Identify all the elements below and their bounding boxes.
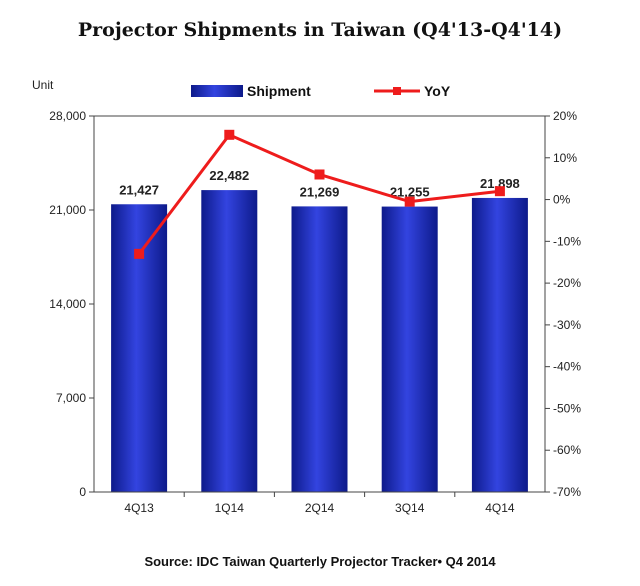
yoy-point xyxy=(224,129,235,140)
y-left-axis-label: Unit xyxy=(32,78,54,92)
bar-data-label: 21,427 xyxy=(119,182,159,197)
y-right-tick-label: 10% xyxy=(553,151,577,165)
y-left-tick-label: 14,000 xyxy=(49,297,86,311)
legend-marker-yoy xyxy=(393,87,401,95)
bar-shipment xyxy=(111,204,168,493)
bar-data-label: 21,269 xyxy=(300,184,340,199)
y-right-tick-label: 0% xyxy=(553,193,571,207)
bar-series-shipment: 21,427 22,482 21,269 21,255 21,898 xyxy=(111,168,528,493)
legend: Shipment YoY xyxy=(191,83,451,99)
y-right-tick-label: -50% xyxy=(553,401,581,415)
plot-frame xyxy=(93,115,546,493)
yoy-point xyxy=(134,248,145,259)
x-axis: 4Q13 1Q14 2Q14 3Q14 4Q14 xyxy=(124,492,515,515)
x-tick-label: 3Q14 xyxy=(395,501,425,515)
legend-swatch-shipment xyxy=(191,85,243,97)
y-right-tick-label: -20% xyxy=(553,276,581,290)
yoy-point xyxy=(494,186,505,197)
yoy-point xyxy=(404,196,415,207)
bar-data-label: 22,482 xyxy=(209,168,249,183)
y-left-axis: 0 7,000 14,000 21,000 28,000 xyxy=(49,109,94,499)
bar-data-label: 21,898 xyxy=(480,176,520,191)
x-tick-label: 1Q14 xyxy=(215,501,245,515)
y-left-tick-label: 7,000 xyxy=(56,391,86,405)
y-right-tick-label: -60% xyxy=(553,443,581,457)
bar-shipment xyxy=(471,197,528,492)
y-right-tick-label: -30% xyxy=(553,318,581,332)
y-right-axis: -70% -60% -50% -40% -30% -20% -10% 0% 10% 20% xyxy=(545,109,581,499)
chart-title: Projector Shipments in Taiwan (Q4'13-Q4'… xyxy=(78,19,562,41)
y-left-tick-label: 21,000 xyxy=(49,203,86,217)
y-right-tick-label: 20% xyxy=(553,109,577,123)
x-tick-label: 2Q14 xyxy=(305,501,335,515)
plot-area: 0 7,000 14,000 21,000 28,000 -70% -60% -50% -40… xyxy=(49,109,581,515)
y-right-tick-label: -10% xyxy=(553,234,581,248)
y-right-tick-label: -40% xyxy=(553,360,581,374)
y-left-tick-label: 0 xyxy=(79,485,86,499)
legend-label-yoy: YoY xyxy=(424,83,451,99)
bar-shipment xyxy=(201,190,258,492)
source-note: Source: IDC Taiwan Quarterly Projector T… xyxy=(144,554,496,569)
y-right-tick-label: -70% xyxy=(553,485,581,499)
bar-shipment xyxy=(381,206,438,492)
bar-data-label: 21,255 xyxy=(390,185,430,200)
bar-shipment xyxy=(291,206,348,493)
yoy-point xyxy=(314,169,325,180)
x-tick-label: 4Q13 xyxy=(124,501,154,515)
line-series-yoy xyxy=(134,129,505,259)
x-tick-label: 4Q14 xyxy=(485,501,515,515)
y-left-tick-label: 28,000 xyxy=(49,109,86,123)
legend-label-shipment: Shipment xyxy=(247,83,311,99)
